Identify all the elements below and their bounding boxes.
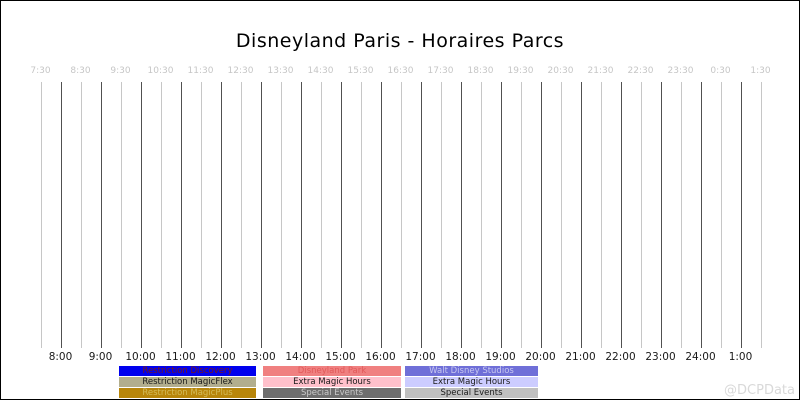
bottom-axis-tick: 19:00 (485, 351, 516, 363)
bottom-axis-tick: 18:00 (445, 351, 476, 363)
legend-swatch: Walt Disney Studios (405, 366, 538, 377)
top-axis-tick: 18:30 (467, 66, 494, 76)
bottom-axis-tick: 24:00 (685, 351, 716, 363)
legend-swatch: Restriction Discovery (119, 366, 256, 377)
gridline-half-hour (120, 82, 122, 348)
gridline-half-hour (480, 82, 482, 348)
gridline-hour (300, 82, 302, 348)
top-axis-tick: 7:30 (30, 66, 51, 76)
gridline-hour (460, 82, 462, 348)
chart-title: Disneyland Paris - Horaires Parcs (235, 30, 565, 52)
top-axis-tick: 12:30 (227, 66, 254, 76)
gridline-hour (260, 82, 262, 348)
top-axis-tick: 20:30 (547, 66, 574, 76)
bottom-axis-tick: 21:00 (565, 351, 596, 363)
gridline-hour (620, 82, 622, 348)
gridline-hour (420, 82, 422, 348)
gridline-half-hour (360, 82, 362, 348)
bottom-axis-tick: 15:00 (325, 351, 356, 363)
gridline-half-hour (520, 82, 522, 348)
top-axis-tick: 13:30 (267, 66, 294, 76)
top-axis-tick: 11:30 (187, 66, 214, 76)
gridline-hour (340, 82, 342, 348)
top-axis-tick: 15:30 (347, 66, 374, 76)
gridline-half-hour (600, 82, 602, 348)
gridline-hour (60, 82, 62, 348)
top-axis-tick: 23:30 (667, 66, 694, 76)
top-axis-tick: 1:30 (750, 66, 771, 76)
bottom-axis-tick: 20:00 (525, 351, 556, 363)
gridline-hour (580, 82, 582, 348)
legend-swatch: Special Events (405, 388, 538, 399)
bottom-axis-tick: 11:00 (165, 351, 196, 363)
gridline-half-hour (240, 82, 242, 348)
gridline-hour (380, 82, 382, 348)
top-axis-tick: 21:30 (587, 66, 614, 76)
bottom-axis-tick: 1:00 (728, 351, 753, 363)
top-axis-tick: 17:30 (427, 66, 454, 76)
gridline-hour (540, 82, 542, 348)
bottom-axis-tick: 9:00 (88, 351, 113, 363)
gridline-hour (660, 82, 662, 348)
gridline-hour (140, 82, 142, 348)
gridline-half-hour (760, 82, 762, 348)
legend-swatch: Restriction MagicPlus (119, 388, 256, 399)
bottom-axis-tick: 23:00 (645, 351, 676, 363)
top-axis-tick: 14:30 (307, 66, 334, 76)
gridline-half-hour (80, 82, 82, 348)
gridline-half-hour (400, 82, 402, 348)
top-axis-tick: 16:30 (387, 66, 414, 76)
legend-swatch: Restriction MagicFlex (119, 377, 256, 388)
gridline-half-hour (680, 82, 682, 348)
bottom-axis-tick: 8:00 (48, 351, 73, 363)
bottom-axis-tick: 10:00 (125, 351, 156, 363)
gridline-half-hour (560, 82, 562, 348)
gridline-half-hour (280, 82, 282, 348)
gridline-half-hour (440, 82, 442, 348)
top-axis-tick: 19:30 (507, 66, 534, 76)
bottom-axis-tick: 22:00 (605, 351, 636, 363)
bottom-axis-tick: 16:00 (365, 351, 396, 363)
top-axis-tick: 0:30 (710, 66, 731, 76)
gridline-hour (180, 82, 182, 348)
gridline-half-hour (200, 82, 202, 348)
gridline-half-hour (160, 82, 162, 348)
bottom-axis-tick: 14:00 (285, 351, 316, 363)
top-axis-tick: 22:30 (627, 66, 654, 76)
legend-swatch: Extra Magic Hours (405, 377, 538, 388)
gridline-hour (500, 82, 502, 348)
gridline-hour (740, 82, 742, 348)
legend-swatch: Disneyland Park (263, 366, 401, 377)
bottom-axis-tick: 17:00 (405, 351, 436, 363)
top-axis-tick: 10:30 (147, 66, 174, 76)
gridline-half-hour (720, 82, 722, 348)
gridline-hour (700, 82, 702, 348)
top-axis-tick: 8:30 (70, 66, 91, 76)
bottom-axis-tick: 12:00 (205, 351, 236, 363)
gridline-half-hour (320, 82, 322, 348)
watermark: @DCPData (724, 383, 795, 398)
gridline-hour (100, 82, 102, 348)
bottom-axis-tick: 13:00 (245, 351, 276, 363)
legend-swatch: Special Events (263, 388, 401, 399)
gridline-hour (220, 82, 222, 348)
gridline-half-hour (40, 82, 42, 348)
top-axis-tick: 9:30 (110, 66, 131, 76)
gridline-half-hour (640, 82, 642, 348)
legend-swatch: Extra Magic Hours (263, 377, 401, 388)
